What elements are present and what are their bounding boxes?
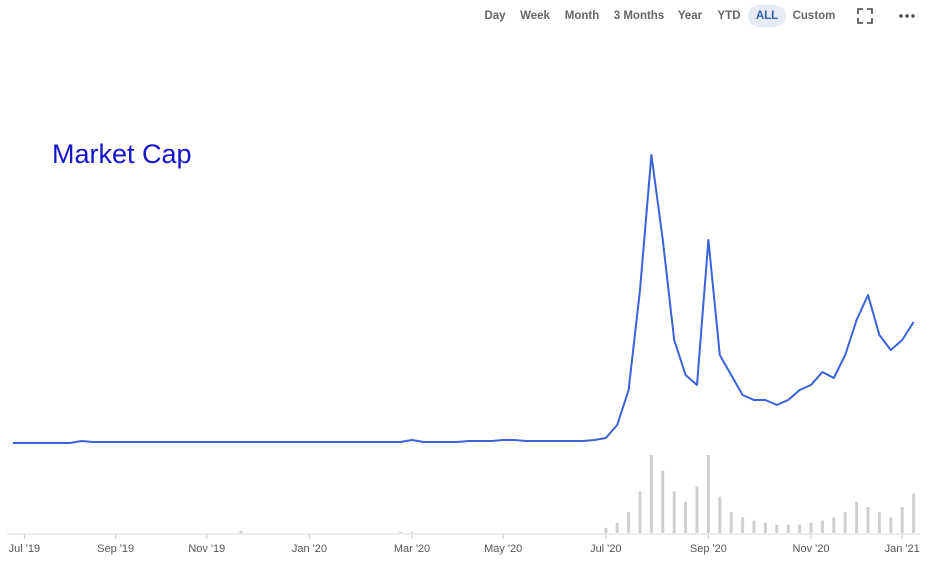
x-tick-label: Jan '21	[885, 543, 920, 555]
x-tick-label: May '20	[484, 543, 522, 555]
range-button[interactable]: Custom	[793, 10, 836, 22]
volume-bar	[615, 522, 619, 533]
volume-bar	[638, 491, 642, 533]
volume-bar	[649, 455, 653, 533]
range-button[interactable]: ALL	[756, 10, 778, 22]
range-button[interactable]: 3 Months	[614, 10, 664, 22]
volume-bar	[843, 512, 847, 533]
range-button[interactable]: YTD	[718, 10, 741, 22]
volume-bar	[855, 501, 859, 533]
volume-bar	[912, 493, 916, 533]
volume-bar	[661, 470, 665, 533]
menu-icon[interactable]	[899, 14, 915, 18]
volume-bar	[752, 520, 756, 533]
range-button[interactable]: Day	[484, 10, 506, 22]
chart-title: Market Cap	[52, 139, 192, 169]
volume-bar	[820, 520, 824, 533]
volume-bar	[798, 524, 802, 533]
volume-bar	[809, 522, 813, 533]
volume-bar	[763, 522, 767, 533]
selected-pill	[748, 5, 786, 27]
volume-bar	[832, 517, 836, 533]
volume-bar	[706, 455, 710, 533]
volume-bar	[889, 517, 893, 533]
volume-bar	[672, 491, 676, 533]
x-tick-label: Jul '19	[9, 543, 40, 555]
market-cap-line	[13, 154, 915, 444]
x-tick-label: Nov '20	[793, 543, 830, 555]
volume-bar	[410, 531, 414, 533]
volume-bar	[604, 527, 608, 533]
volume-bar	[866, 507, 870, 533]
volume-bar	[627, 512, 631, 533]
volume-bar	[741, 517, 745, 533]
x-tick-label: Nov '19	[188, 543, 225, 555]
volume-bar	[695, 486, 699, 533]
volume-bar	[718, 496, 722, 533]
x-tick-label: Jan '20	[292, 543, 327, 555]
volume-bar	[239, 530, 243, 533]
x-tick-label: Sep '20	[690, 543, 727, 555]
volume-bar	[900, 507, 904, 533]
x-tick-label: Mar '20	[394, 543, 430, 555]
x-tick-label: Jul '20	[590, 543, 621, 555]
fullscreen-icon[interactable]	[857, 8, 873, 24]
x-tick-label: Sep '19	[97, 543, 134, 555]
volume-bar	[684, 501, 688, 533]
volume-bar	[786, 524, 790, 533]
range-button[interactable]: Week	[520, 10, 550, 22]
volume-bar	[877, 512, 881, 533]
volume-bar	[775, 524, 779, 533]
range-button[interactable]: Year	[678, 10, 703, 22]
range-button[interactable]: Month	[565, 10, 599, 22]
volume-bar	[399, 531, 403, 533]
volume-bar	[729, 512, 733, 533]
